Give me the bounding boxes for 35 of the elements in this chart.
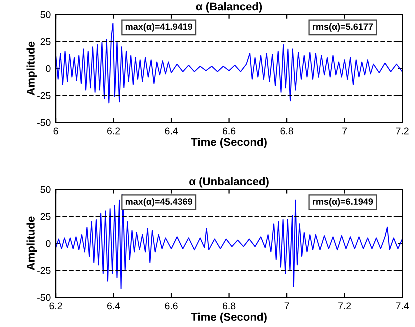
y-tick-label: 25 xyxy=(40,213,51,220)
x-tick-label: 7 xyxy=(284,302,290,310)
y-tick-label: 50 xyxy=(40,11,51,18)
chart-title: α (Unbalanced) xyxy=(190,177,269,188)
y-tick-label: 25 xyxy=(40,38,51,46)
x-tick-label: 6.8 xyxy=(223,302,236,310)
x-tick-label: 6.4 xyxy=(108,302,120,310)
annotation: rms(α)=6.1949 xyxy=(313,198,374,207)
x-tick-label: 7.2 xyxy=(396,128,409,135)
x-axis-title: Time (Second) xyxy=(191,312,267,324)
y-axis-title: Amplitude xyxy=(26,216,38,270)
line-series xyxy=(56,22,403,104)
annotation: max(α)=45.4369 xyxy=(126,198,193,207)
x-tick-label: 6.6 xyxy=(165,302,178,310)
y-tick-label: 0 xyxy=(46,240,51,248)
chart-title: α (Balanced) xyxy=(196,2,262,13)
y-tick-label: 0 xyxy=(46,65,51,72)
y-tick-label: -50 xyxy=(38,294,51,302)
x-tick-label: 6.2 xyxy=(108,128,120,135)
x-tick-label: 7 xyxy=(342,128,348,135)
x-tick-label: 7.4 xyxy=(396,302,410,310)
annotation: rms(α)=5.6177 xyxy=(313,23,374,32)
x-tick-label: 6.4 xyxy=(165,128,178,135)
y-axis-title: Amplitude xyxy=(26,42,38,96)
y-tick-label: -25 xyxy=(38,267,51,274)
x-tick-label: 7.2 xyxy=(338,302,352,310)
x-tick-label: 6.8 xyxy=(280,128,294,135)
x-tick-label: 6 xyxy=(54,128,58,135)
annotation: max(α)=41.9419 xyxy=(126,23,193,32)
y-tick-label: -50 xyxy=(38,119,51,126)
y-tick-label: 50 xyxy=(40,186,51,194)
x-tick-label: 6.2 xyxy=(50,302,62,310)
y-tick-label: -25 xyxy=(38,92,51,100)
x-axis-title: Time (Second) xyxy=(191,138,267,148)
x-tick-label: 6.6 xyxy=(223,128,236,135)
